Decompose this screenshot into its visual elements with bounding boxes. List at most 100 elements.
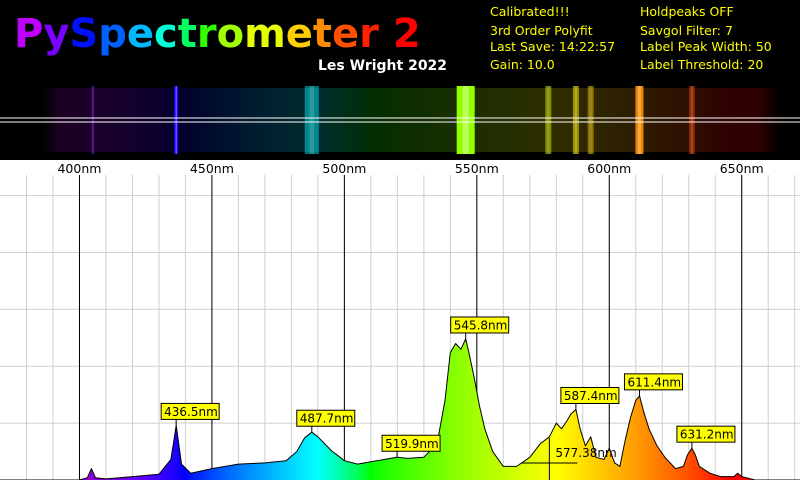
spectrum-fill-strip [710,473,712,480]
spectrum-fill-strip [117,477,119,480]
spectrum-fill-strip [232,465,234,480]
spectrum-fill-strip [648,427,650,480]
spectrum-fill-strip [553,428,555,480]
spectrum-fill-strip [397,457,399,480]
spectrum-fill-strip [131,476,133,480]
spectrum-fill-strip [701,467,703,480]
spectrum-fill-strip [317,436,319,480]
spectrum-fill-strip [689,451,691,480]
spectrum-fill-strip [227,465,229,480]
spectrum-fill-strip [669,462,671,480]
spectrum-fill-strip [721,476,723,480]
spectrum-fill-strip [163,468,165,480]
spectrum-fill-strip [194,472,196,480]
spectrum-fill-strip [340,457,342,480]
spectrum-fill-strip [333,452,335,480]
spectrum-fill-strip [714,474,716,480]
spectrum-fill-strip [351,462,353,480]
spectrum-fill-strip [403,457,405,480]
spectrum-fill-strip [255,463,257,480]
spectrum-fill-strip [125,477,127,480]
spectrum-fill-strip [238,464,240,480]
spectrum-fill-strip [156,474,158,480]
preview-canvas [0,80,800,160]
preview-continuum [0,88,800,152]
spectrum-fill-strip [375,461,377,480]
spectrum-fill-strip [514,466,516,480]
spectrum-fill-strip [675,468,677,480]
title-letter: e [332,11,360,57]
spectrum-fill-strip [346,461,348,480]
preview-band-core [690,86,693,154]
spectrum-fill-strip [356,463,358,480]
spectrum-fill-strip [720,476,722,480]
spectrum-fill-strip [522,462,524,480]
spectrum-fill-strip [115,478,117,480]
spectrum-fill-strip [515,466,517,480]
spectrum-fill-strip [347,461,349,480]
spectrum-fill-strip [173,442,175,480]
spectrum-fill-strip [486,433,488,480]
spectrum-fill-strip [362,463,364,480]
spectrum-fill-strip [261,463,263,480]
spectrum-fill-strip [398,457,400,480]
spectrum-fill-strip [453,347,455,480]
spectrum-fill-strip [84,478,86,480]
spectrum-fill-strip [104,478,106,480]
spectrum-fill-strip [218,467,220,480]
spectrum-fill-strip [368,462,370,480]
spectrum-fill-strip [436,444,438,480]
spectrum-fill-strip [677,468,679,480]
spectrum-fill-strip [94,475,96,480]
spectrum-fill-strip [518,465,520,480]
spectrum-fill-strip [286,460,288,480]
spectrum-fill-strip [683,466,685,480]
spectrum-fill-strip [558,425,560,480]
spectrum-fill-strip [542,442,544,480]
spectrum-fill-strip [377,460,379,480]
spectrum-fill-strip [140,475,142,480]
preview-band-core [175,86,177,154]
spectrum-fill-strip [595,455,597,480]
spectrum-fill-strip [307,435,309,480]
spectrum-fill-strip [265,462,267,480]
spectrum-fill-strip [524,460,526,480]
spectrum-fill-strip [254,463,256,480]
spectrum-fill-strip [688,453,690,480]
spectrum-fill-strip [223,466,225,480]
spectrum-fill-strip [633,407,635,480]
spectrum-fill-strip [636,399,638,480]
spectrum-fill-strip [454,345,456,480]
spectrum-fill-strip [512,466,514,480]
spectrum-fill-strip [422,457,424,480]
spectrum-fill-strip [580,430,582,480]
spectrum-fill-strip [681,466,683,480]
spectrum-fill-strip [89,472,91,480]
spectrum-fill-strip [176,427,178,480]
spectrum-fill-strip [719,476,721,480]
spectrum-fill-strip [443,408,445,480]
spectrum-fill-strip [331,450,333,480]
spectrum-fill-strip [177,435,179,480]
spectrum-fill-strip [210,468,212,480]
spectrum-fill-strip [464,341,466,480]
status-gain: Gain: 10.0 [490,57,555,72]
spectrum-fill-strip [539,444,541,480]
spectrum-fill-strip [698,463,700,480]
header-panel: PySpectrometer 2 Les Wright 2022 Calibra… [0,0,800,80]
status-polyfit: 3rd Order Polyfit [490,23,593,38]
spectrum-fill-strip [113,478,115,480]
spectrum-fill-strip [86,477,88,480]
spectrum-fill-strip [602,459,604,480]
spectrum-fill-strip [330,449,332,480]
spectrum-fill-strip [301,443,303,480]
spectrum-fill-strip [273,462,275,480]
peak-label: 487.7nm [300,412,354,426]
spectrum-fill-strip [650,432,652,480]
spectrum-fill-strip [388,458,390,480]
spectrum-fill-strip [471,365,473,480]
spectrum-fill-strip [490,445,492,480]
spectrum-fill-strip [342,459,344,480]
tick-label: 650nm [720,161,764,176]
spectrum-fill-strip [489,442,491,480]
